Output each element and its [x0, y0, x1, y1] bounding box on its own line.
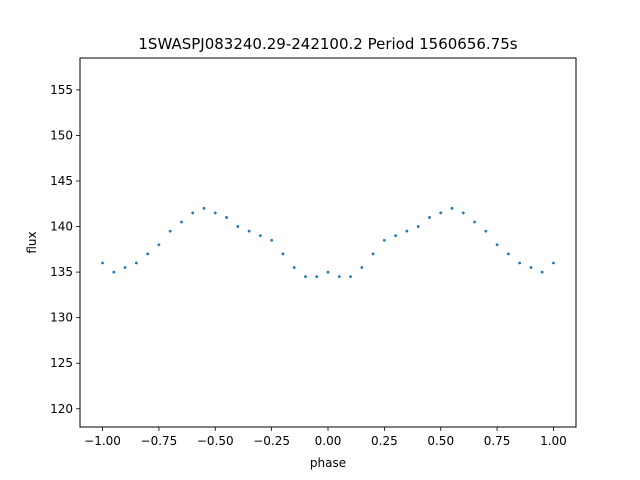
data-point [292, 266, 296, 269]
x-tick-label: −0.25 [253, 434, 290, 448]
data-point [506, 252, 510, 256]
x-tick-label: −1.00 [84, 434, 121, 448]
data-point [394, 234, 398, 238]
data-point [225, 216, 228, 219]
data-point [247, 229, 251, 233]
y-tick-label: 150 [50, 128, 73, 142]
data-point [416, 225, 420, 228]
y-tick-label: 125 [50, 356, 73, 370]
data-point [484, 229, 488, 233]
data-point [157, 243, 161, 247]
y-tick-label: 120 [50, 402, 73, 416]
data-point [450, 206, 454, 210]
y-axis-label: flux [25, 231, 39, 253]
chart-title: 1SWASPJ083240.29-242100.2 Period 1560656… [138, 35, 517, 53]
x-tick-label: 0.00 [315, 434, 342, 448]
x-tick-label: 1.00 [540, 434, 567, 448]
data-point [349, 275, 352, 279]
x-tick-label: 0.50 [427, 434, 454, 448]
data-point [428, 216, 431, 219]
data-point [281, 252, 285, 256]
data-point [202, 206, 206, 210]
y-axis-ticks: 120 125 130 135 140 145 150 155 [50, 83, 80, 416]
y-tick-label: 140 [50, 220, 73, 234]
data-point [540, 270, 544, 274]
data-point [382, 238, 386, 242]
x-axis-ticks: −1.00 −0.75 −0.50 −0.25 0.00 0.25 0.50 0.75 1.00 [84, 427, 567, 448]
data-point [213, 211, 217, 215]
data-point [168, 229, 172, 233]
data-point [180, 220, 183, 224]
data-point [101, 261, 104, 265]
data-point [146, 252, 150, 256]
x-tick-label: −0.50 [197, 434, 234, 448]
data-points [101, 206, 555, 279]
data-point [337, 275, 341, 279]
data-point [360, 266, 364, 269]
x-tick-label: 0.75 [484, 434, 511, 448]
data-point [112, 270, 116, 274]
data-point [236, 225, 240, 228]
data-point [439, 211, 443, 215]
data-point [258, 234, 262, 238]
data-point [529, 266, 533, 269]
data-point [495, 243, 499, 247]
x-tick-label: 0.25 [371, 434, 398, 448]
data-point [315, 275, 319, 279]
data-point [552, 261, 555, 265]
data-point [461, 211, 465, 215]
data-point [371, 252, 375, 256]
data-point [270, 238, 274, 242]
data-point [473, 220, 476, 224]
data-point [123, 266, 127, 269]
data-point [191, 211, 195, 215]
y-tick-label: 145 [50, 174, 73, 188]
data-point [326, 270, 330, 274]
data-point [405, 229, 409, 233]
data-point [304, 275, 307, 279]
x-axis-label: phase [310, 456, 346, 470]
y-tick-label: 155 [50, 83, 73, 97]
data-point [518, 261, 522, 265]
data-point [134, 261, 138, 265]
y-tick-label: 135 [50, 265, 73, 279]
x-tick-label: −0.75 [141, 434, 178, 448]
y-tick-label: 130 [50, 311, 73, 325]
